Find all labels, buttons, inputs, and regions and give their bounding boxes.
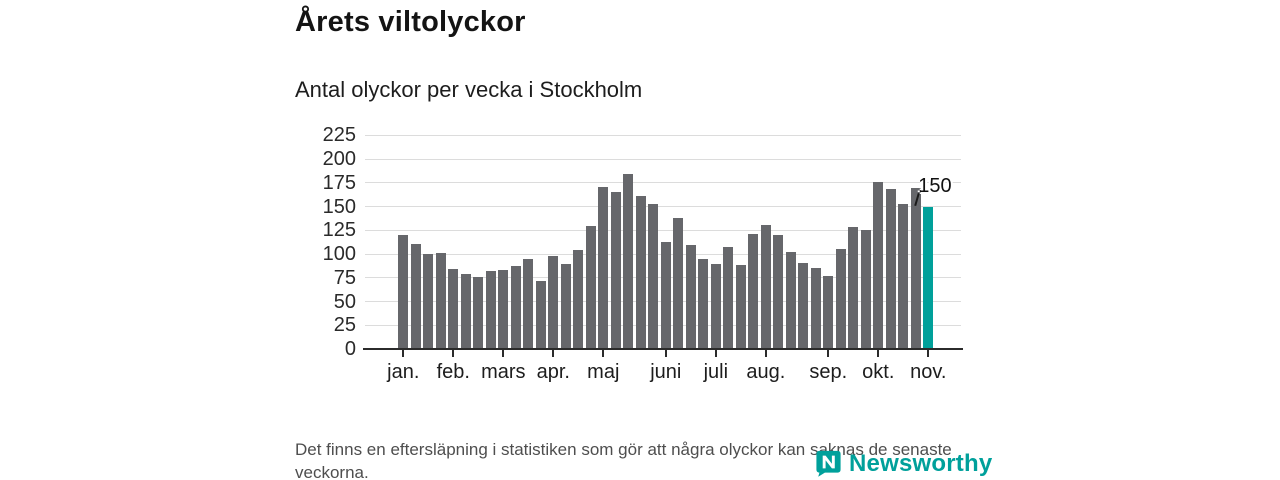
- gridline: [365, 158, 961, 160]
- newsworthy-logo-text: Newsworthy: [849, 449, 993, 477]
- bar-week: [460, 273, 471, 349]
- footnote: Det finns en eftersläpning i statistiken…: [295, 440, 952, 480]
- newsworthy-logo-icon: [816, 450, 841, 477]
- y-tick-label: 25: [333, 314, 356, 337]
- y-tick-label: 125: [322, 219, 356, 242]
- bar-week: [710, 264, 721, 349]
- month-label: jan.: [387, 361, 420, 383]
- bar-week: [498, 270, 509, 349]
- bar-week: [535, 280, 546, 349]
- bar-week: [473, 276, 484, 349]
- gridline: [365, 229, 961, 231]
- month-label: okt.: [862, 361, 895, 383]
- x-tick: [402, 350, 405, 357]
- month-label: juli: [703, 361, 729, 383]
- chart-subtitle: Antal olyckor per vecka i Stockholm: [295, 77, 643, 102]
- y-tick-label: 0: [344, 338, 356, 360]
- bar-week: [698, 258, 709, 349]
- bar-week: [673, 217, 684, 349]
- newsworthy-logo: Newsworthy: [814, 449, 992, 478]
- month-label: maj: [587, 361, 620, 383]
- bar-week: [823, 275, 834, 349]
- y-tick-label: 75: [333, 266, 356, 289]
- month-label: aug.: [746, 361, 786, 383]
- bar-week: [760, 224, 771, 349]
- bar-week: [773, 235, 784, 349]
- bar-week: [885, 189, 896, 349]
- bar-week: [785, 252, 796, 349]
- month-label: nov.: [910, 361, 947, 383]
- month-label: juni: [650, 361, 682, 383]
- bar-week: [735, 265, 746, 349]
- bar-week: [798, 262, 809, 349]
- bar-week: [610, 192, 621, 349]
- bar-week: [848, 227, 859, 349]
- bar-week: [585, 225, 596, 349]
- bar-week: [423, 254, 434, 349]
- month-label: apr.: [536, 361, 570, 383]
- bar-week: [548, 255, 559, 349]
- bar-week: [898, 203, 909, 349]
- x-tick: [714, 350, 717, 357]
- x-tick: [552, 350, 555, 357]
- x-tick: [927, 350, 930, 357]
- y-tick-label: 175: [322, 171, 356, 194]
- month-label: mars: [481, 361, 526, 383]
- bar-week: [660, 241, 671, 349]
- gridline: [365, 182, 961, 184]
- bar-week: [448, 269, 459, 349]
- bar-week: [398, 235, 409, 349]
- bar-week: [560, 264, 571, 349]
- bar-week: [648, 203, 659, 349]
- gridline: [365, 206, 961, 208]
- bar-week: [873, 181, 884, 349]
- bar-week: [485, 271, 496, 349]
- y-tick-label: 150: [322, 195, 356, 218]
- bar-week: [860, 230, 871, 349]
- bar-week: [510, 266, 521, 349]
- bar-week: [835, 249, 846, 349]
- x-tick: [664, 350, 667, 357]
- bar-week: [635, 196, 646, 349]
- y-tick-label: 200: [322, 148, 356, 171]
- bar-week: [723, 247, 734, 349]
- y-tick-label: 100: [322, 243, 356, 266]
- x-tick: [502, 350, 505, 357]
- bar-week: [748, 234, 759, 349]
- bar-week: [435, 253, 446, 349]
- gridline: [365, 134, 961, 136]
- bar-week: [910, 187, 921, 349]
- bar-week: [410, 243, 421, 349]
- bar-week: [810, 268, 821, 349]
- x-axis-line: [363, 348, 963, 350]
- y-tick-label: 225: [322, 124, 356, 147]
- bar-week: [573, 250, 584, 349]
- x-tick: [452, 350, 455, 357]
- x-tick: [764, 350, 767, 357]
- x-tick: [827, 350, 830, 357]
- month-label: feb.: [436, 361, 470, 383]
- bar-week: [598, 186, 609, 349]
- x-tick: [877, 350, 880, 357]
- chart-title: Årets viltolyckor: [295, 6, 526, 38]
- y-tick-label: 50: [333, 290, 356, 313]
- x-tick: [602, 350, 605, 357]
- bar-current-week: [923, 206, 934, 349]
- bar-week: [685, 244, 696, 349]
- current-value-label: 150: [918, 175, 952, 197]
- month-label: sep.: [809, 361, 848, 383]
- bar-week: [523, 258, 534, 349]
- bar-week: [623, 174, 634, 349]
